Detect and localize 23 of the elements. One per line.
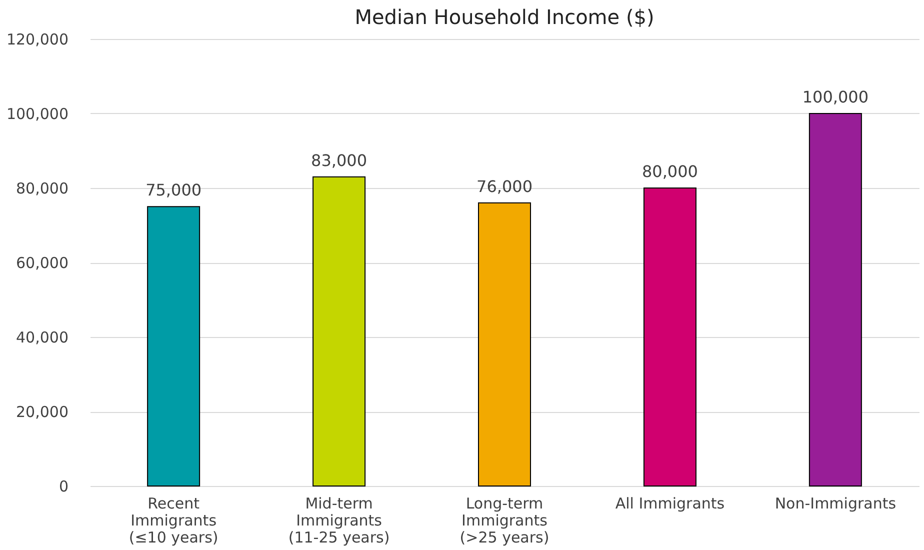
y-tick-label: 80,000 — [16, 180, 68, 198]
y-tick-label: 60,000 — [16, 254, 68, 272]
bar — [643, 188, 696, 486]
data-label: 100,000 — [802, 88, 869, 106]
bar — [147, 206, 200, 486]
x-tick-label: All Immigrants — [615, 494, 725, 512]
y-tick-label: 40,000 — [16, 328, 68, 346]
y-tick-label: 20,000 — [16, 403, 68, 421]
y-tick-label: 100,000 — [6, 105, 68, 123]
bar — [478, 202, 531, 486]
x-tick-label: Recent Immigrants (≤10 years) — [128, 494, 218, 546]
chart-title: Median Household Income ($) — [354, 5, 654, 29]
data-label: 80,000 — [642, 162, 698, 181]
data-label: 83,000 — [311, 150, 368, 170]
y-tick-label: 120,000 — [6, 30, 68, 48]
y-tick-label: 0 — [58, 478, 68, 496]
data-label: 75,000 — [146, 180, 202, 200]
bar — [312, 176, 366, 486]
data-label: 76,000 — [476, 176, 532, 196]
x-tick-label: Mid-term Immigrants (11-25 years) — [288, 494, 390, 546]
bar — [808, 113, 862, 486]
x-tick-label: Long-term Immigrants (>25 years) — [460, 494, 550, 546]
x-tick-label: Non-Immigrants — [774, 494, 896, 512]
